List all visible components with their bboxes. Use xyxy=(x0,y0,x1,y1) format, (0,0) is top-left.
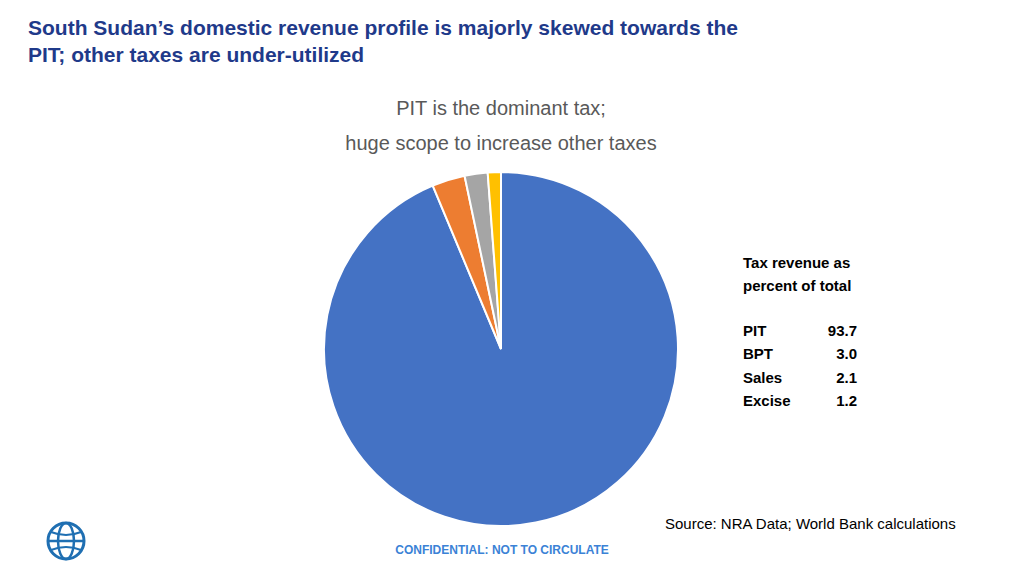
value-label: 3.0 xyxy=(836,345,857,362)
category-label: BPT xyxy=(743,345,773,362)
logo-ring xyxy=(48,523,84,559)
table-heading: Tax revenue as xyxy=(743,254,850,271)
value-label: 2.1 xyxy=(836,369,857,386)
slide-title: PIT; other taxes are under-utilized xyxy=(28,43,364,66)
pie xyxy=(324,172,678,526)
slide: South Sudan’s domestic revenue profile i… xyxy=(0,0,1024,576)
table-heading: percent of total xyxy=(743,277,851,294)
slide-title: South Sudan’s domestic revenue profile i… xyxy=(28,16,738,39)
logo xyxy=(48,523,84,559)
value-label: 1.2 xyxy=(836,392,857,409)
category-label: Sales xyxy=(743,369,782,386)
chart-subtitle: PIT is the dominant tax; xyxy=(396,97,606,119)
value-label: 93.7 xyxy=(828,322,857,339)
background xyxy=(0,0,1024,576)
logo-latitude xyxy=(51,532,81,535)
category-label: PIT xyxy=(743,322,766,339)
logo-latitude xyxy=(51,547,81,550)
category-label: Excise xyxy=(743,392,791,409)
source-note: Source: NRA Data; World Bank calculation… xyxy=(665,515,956,532)
chart-subtitle: huge scope to increase other taxes xyxy=(345,132,656,154)
confidential-note: CONFIDENTIAL: NOT TO CIRCULATE xyxy=(395,543,609,557)
pie-slice xyxy=(488,172,501,349)
pie-slice xyxy=(324,172,678,526)
pie-slice xyxy=(465,173,501,349)
logo-equator xyxy=(48,540,84,543)
